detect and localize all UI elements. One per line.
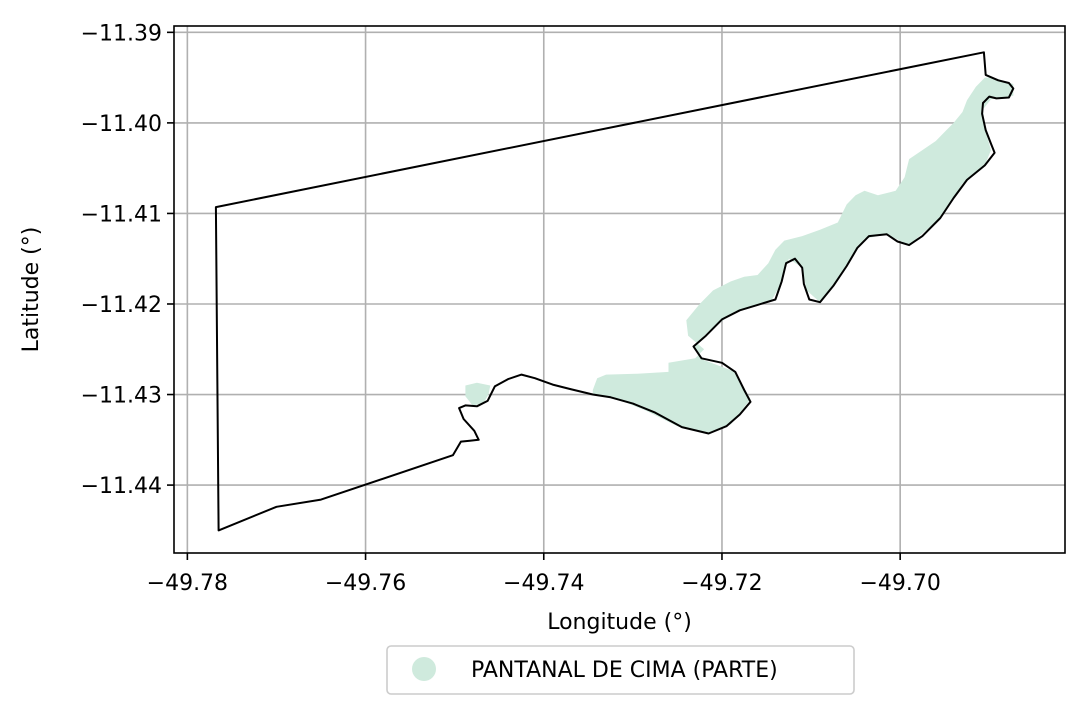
x-tick-label: −49.70 <box>859 571 940 596</box>
area-layer <box>465 77 1014 434</box>
boundary-layer <box>214 51 1015 532</box>
y-tick-label: −11.39 <box>81 21 162 46</box>
x-tick-label: −49.78 <box>147 571 228 596</box>
y-axis-label: Latitude (°) <box>19 227 44 353</box>
x-axis-label: Longitude (°) <box>547 610 692 635</box>
legend-marker <box>412 657 436 681</box>
x-tick-label: −49.74 <box>503 571 584 596</box>
pantanal-de-cima-area <box>592 77 1014 434</box>
y-tick-label: −11.44 <box>81 474 162 499</box>
municipality-boundary <box>214 51 1015 532</box>
y-tick-label: −11.42 <box>81 293 162 318</box>
y-tick-label: −11.40 <box>81 112 162 137</box>
x-axis-ticks: −49.78 −49.76 −49.74 −49.72 −49.70 <box>147 553 941 596</box>
y-axis-ticks: −11.39 −11.40 −11.41 −11.42 −11.43 −11.44 <box>81 21 174 499</box>
legend: PANTANAL DE CIMA (PARTE) <box>386 645 855 695</box>
y-tick-label: −11.43 <box>81 384 162 409</box>
pantanal-de-cima-area-small <box>465 382 491 406</box>
x-tick-label: −49.76 <box>325 571 406 596</box>
grid-lines <box>174 26 1065 553</box>
y-tick-label: −11.41 <box>81 202 162 227</box>
legend-box <box>386 645 855 695</box>
axes-frame <box>173 25 1066 554</box>
legend-label: PANTANAL DE CIMA (PARTE) <box>471 658 778 683</box>
x-tick-label: −49.72 <box>681 571 762 596</box>
